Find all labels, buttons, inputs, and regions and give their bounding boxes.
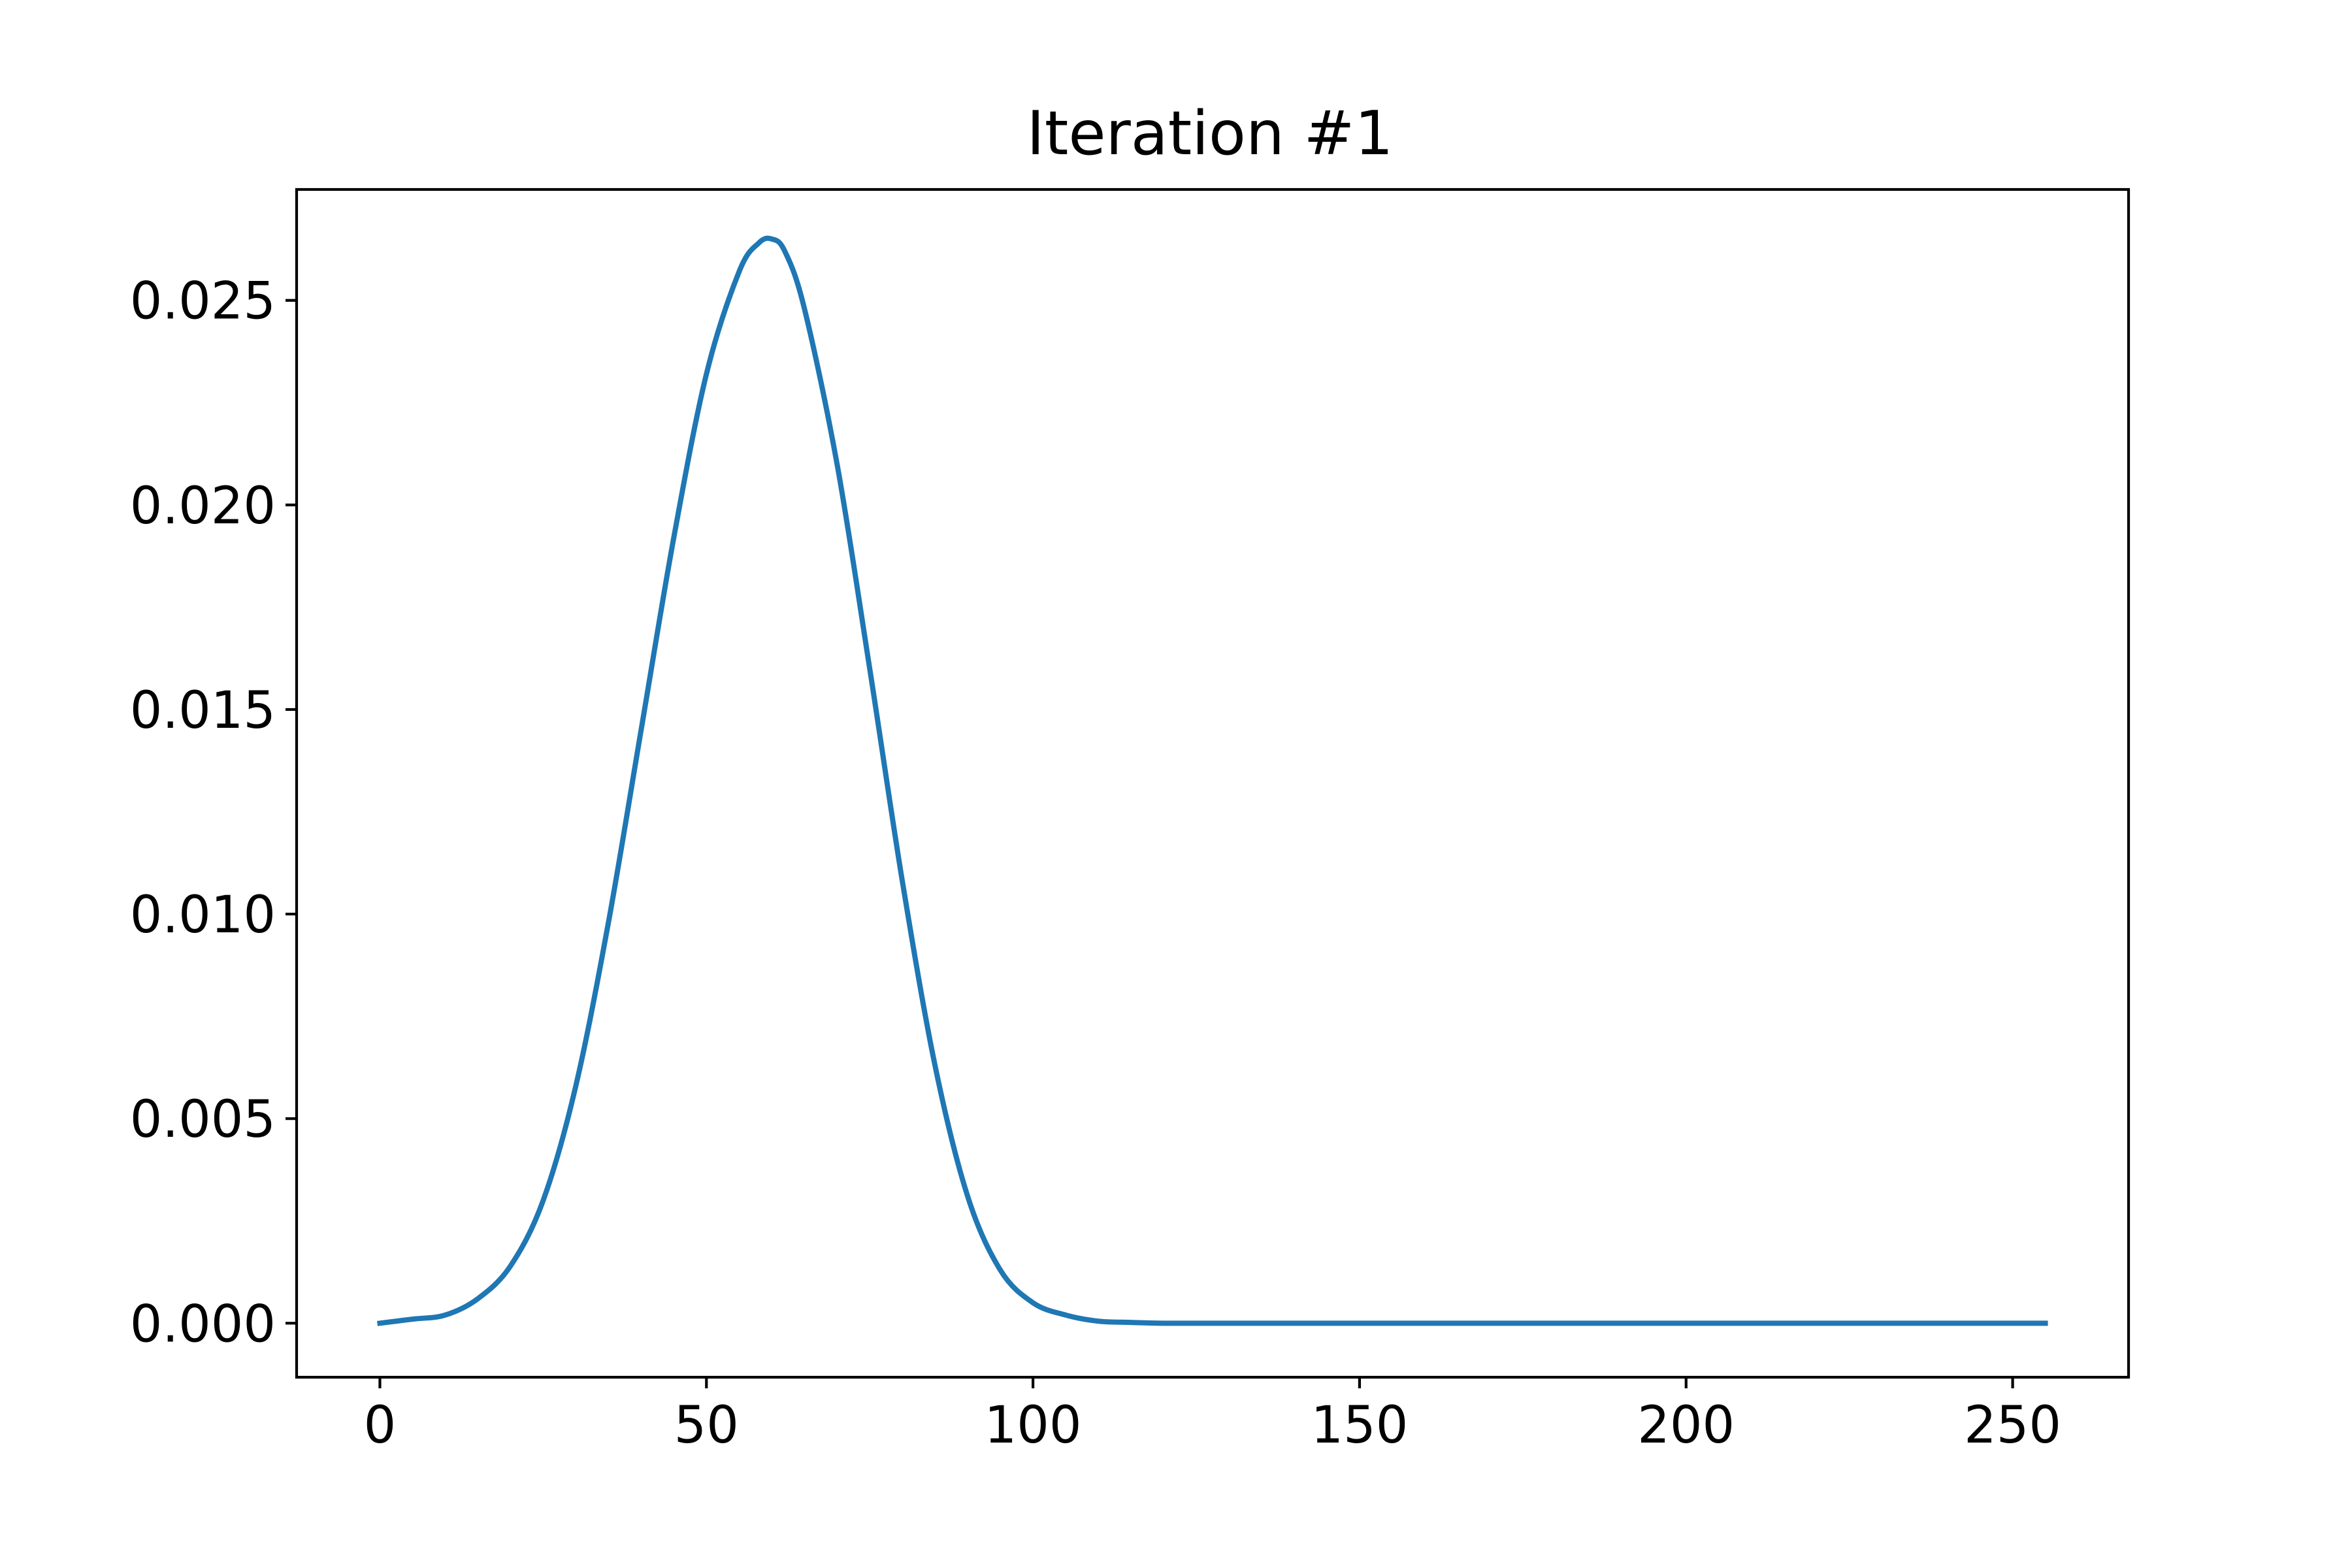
y-tick-label: 0.005 (130, 1090, 276, 1149)
y-tick-label: 0.010 (130, 886, 276, 945)
x-tick-label: 200 (1637, 1396, 1735, 1455)
y-tick-label: 0.015 (130, 681, 276, 740)
x-tick-label: 0 (364, 1396, 397, 1455)
x-tick-label: 50 (674, 1396, 739, 1455)
x-tick-label: 250 (1964, 1396, 2061, 1455)
chart-title: Iteration #1 (1026, 98, 1393, 169)
x-tick-label: 100 (985, 1396, 1082, 1455)
y-tick-label: 0.025 (130, 272, 276, 331)
y-tick-label: 0.020 (130, 477, 276, 536)
plot-area (376, 235, 2048, 1326)
y-axis: 0.000 0.005 0.010 0.015 0.020 0.025 (130, 272, 297, 1354)
x-tick-label: 150 (1311, 1396, 1408, 1455)
y-tick-label: 0.000 (130, 1295, 276, 1354)
x-axis: 0 50 100 150 200 250 (364, 1377, 2061, 1455)
series-line (376, 235, 2048, 1326)
axes-frame (295, 188, 2131, 1379)
